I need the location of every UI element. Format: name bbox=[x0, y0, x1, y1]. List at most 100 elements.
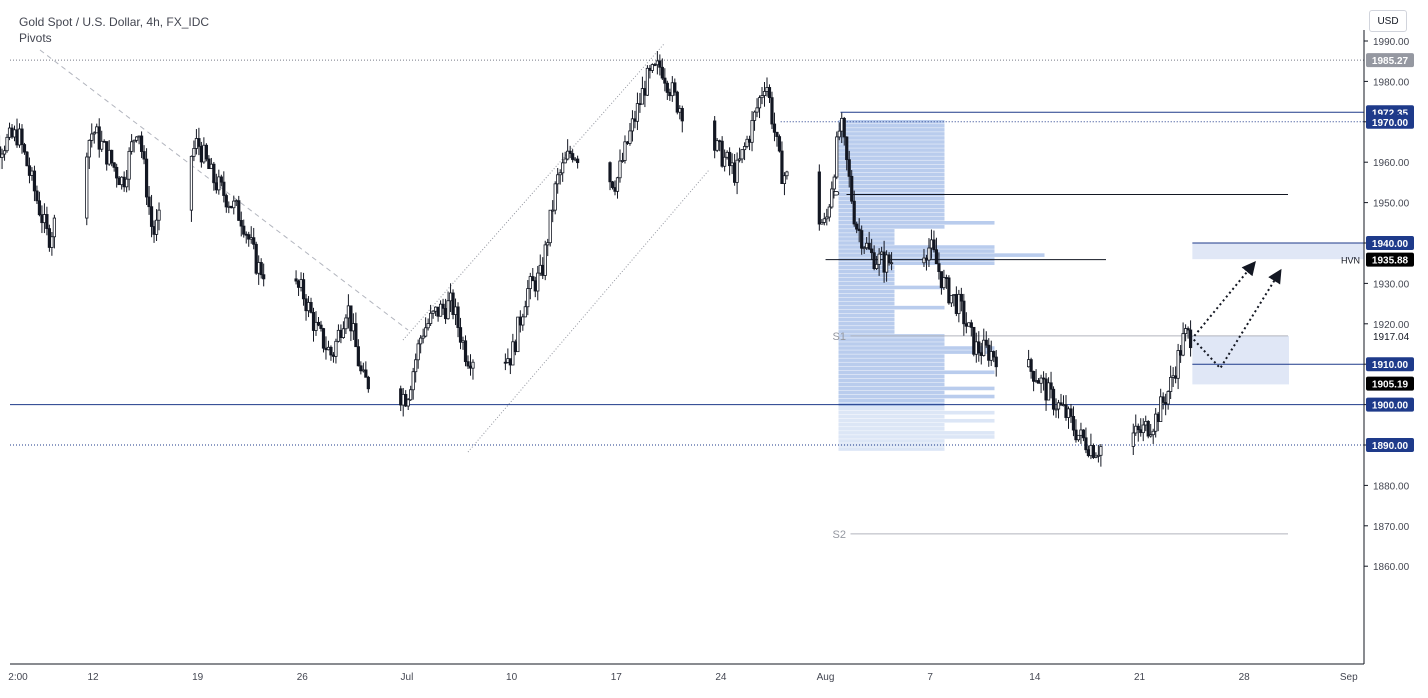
indicator-label[interactable]: Pivots bbox=[19, 31, 52, 45]
candle-down bbox=[40, 214, 44, 224]
volume-profile-bar bbox=[838, 144, 945, 148]
volume-profile-bar bbox=[838, 289, 895, 294]
candle-up bbox=[7, 127, 12, 138]
candle-up bbox=[820, 222, 824, 225]
zone-rect[interactable] bbox=[1192, 335, 1289, 385]
candle-up bbox=[1134, 425, 1138, 434]
candle-down bbox=[110, 149, 114, 164]
candle-up bbox=[655, 60, 659, 66]
y-tick-label: 1960.00 bbox=[1373, 158, 1410, 169]
candle-down bbox=[152, 226, 156, 235]
candle-up bbox=[107, 149, 111, 165]
volume-profile-bar bbox=[838, 180, 945, 185]
candle-up bbox=[949, 295, 953, 304]
candle-down bbox=[1156, 413, 1160, 422]
candle-up bbox=[411, 371, 415, 391]
candle-up bbox=[725, 151, 729, 158]
x-tick-label: 10 bbox=[506, 672, 518, 683]
candle-down bbox=[845, 136, 849, 161]
candle-up bbox=[862, 247, 866, 250]
volume-profile-bar bbox=[838, 225, 945, 229]
candle-down bbox=[857, 228, 861, 231]
candle-up bbox=[755, 107, 759, 113]
candle-down bbox=[984, 339, 988, 346]
candle-up bbox=[2, 150, 7, 155]
candle-up bbox=[553, 183, 557, 211]
candle-down bbox=[1071, 416, 1076, 431]
candle-up bbox=[257, 262, 261, 274]
candle-down bbox=[105, 141, 109, 165]
volume-profile-bar bbox=[838, 285, 945, 290]
candle-down bbox=[259, 262, 263, 276]
projection-arrow[interactable] bbox=[1193, 261, 1256, 337]
candle-down bbox=[366, 376, 370, 390]
price-badge-label: 1890.00 bbox=[1372, 441, 1409, 452]
currency-button[interactable]: USD bbox=[1369, 10, 1407, 32]
candle-down bbox=[648, 67, 652, 71]
candle-down bbox=[777, 136, 782, 152]
candle-up bbox=[922, 257, 926, 264]
candle-down bbox=[625, 141, 630, 144]
volume-profile-bar bbox=[838, 398, 945, 403]
candle-up bbox=[5, 136, 9, 152]
candle-up bbox=[752, 111, 757, 121]
volume-profile-bar bbox=[838, 212, 945, 217]
candle-up bbox=[640, 88, 645, 105]
candle-down bbox=[224, 195, 228, 208]
candle-up bbox=[1131, 432, 1135, 447]
candle-up bbox=[127, 150, 131, 180]
candle-down bbox=[356, 346, 360, 367]
candle-down bbox=[780, 150, 784, 185]
candle-down bbox=[613, 187, 617, 192]
zone-rect[interactable] bbox=[1192, 243, 1364, 260]
volume-profile-bar bbox=[838, 184, 945, 189]
candle-down bbox=[675, 91, 679, 113]
candle-up bbox=[563, 158, 567, 164]
volume-profile-bar bbox=[838, 418, 995, 423]
candle-down bbox=[987, 344, 991, 361]
volume-profile-bar bbox=[838, 152, 945, 156]
volume-profile-bar bbox=[838, 309, 895, 314]
candle-up bbox=[630, 118, 635, 132]
candle-down bbox=[239, 220, 243, 227]
candle-up bbox=[730, 162, 734, 167]
candle-up bbox=[952, 294, 956, 297]
candle-up bbox=[827, 206, 831, 218]
candle-up bbox=[670, 82, 674, 97]
pivot-label-p: P bbox=[833, 190, 840, 202]
candle-up bbox=[446, 300, 450, 320]
candle-down bbox=[339, 329, 343, 339]
candle-up bbox=[620, 160, 625, 162]
candle-up bbox=[618, 160, 622, 179]
candle-down bbox=[972, 326, 976, 355]
candle-up bbox=[875, 263, 879, 269]
price-label: 1917.04 bbox=[1373, 332, 1410, 343]
candle-up bbox=[785, 171, 789, 177]
volume-profile-bar bbox=[838, 378, 945, 383]
candle-up bbox=[426, 323, 430, 329]
volume-profile-bar bbox=[838, 120, 945, 124]
x-tick-label: 14 bbox=[1029, 672, 1041, 683]
candle-up bbox=[558, 172, 562, 176]
candle-down bbox=[443, 307, 448, 320]
candle-down bbox=[122, 176, 126, 188]
candle-up bbox=[0, 153, 4, 158]
candle-down bbox=[451, 292, 455, 315]
candle-up bbox=[865, 242, 869, 249]
candle-down bbox=[219, 176, 223, 183]
candle-down bbox=[1032, 371, 1036, 382]
candle-up bbox=[17, 128, 22, 146]
volume-profile-bar bbox=[838, 277, 895, 282]
candle-down bbox=[436, 306, 440, 317]
candle-down bbox=[668, 92, 672, 97]
volume-profile-bar bbox=[838, 427, 945, 431]
volume-profile-bar bbox=[838, 281, 895, 286]
trend-lines[interactable] bbox=[39, 43, 710, 453]
price-badge bbox=[1366, 236, 1414, 250]
candle-down bbox=[207, 158, 211, 169]
candle-down bbox=[204, 144, 208, 160]
candle-up bbox=[556, 174, 560, 185]
candle-up bbox=[822, 218, 826, 223]
price-badge bbox=[1366, 357, 1414, 372]
